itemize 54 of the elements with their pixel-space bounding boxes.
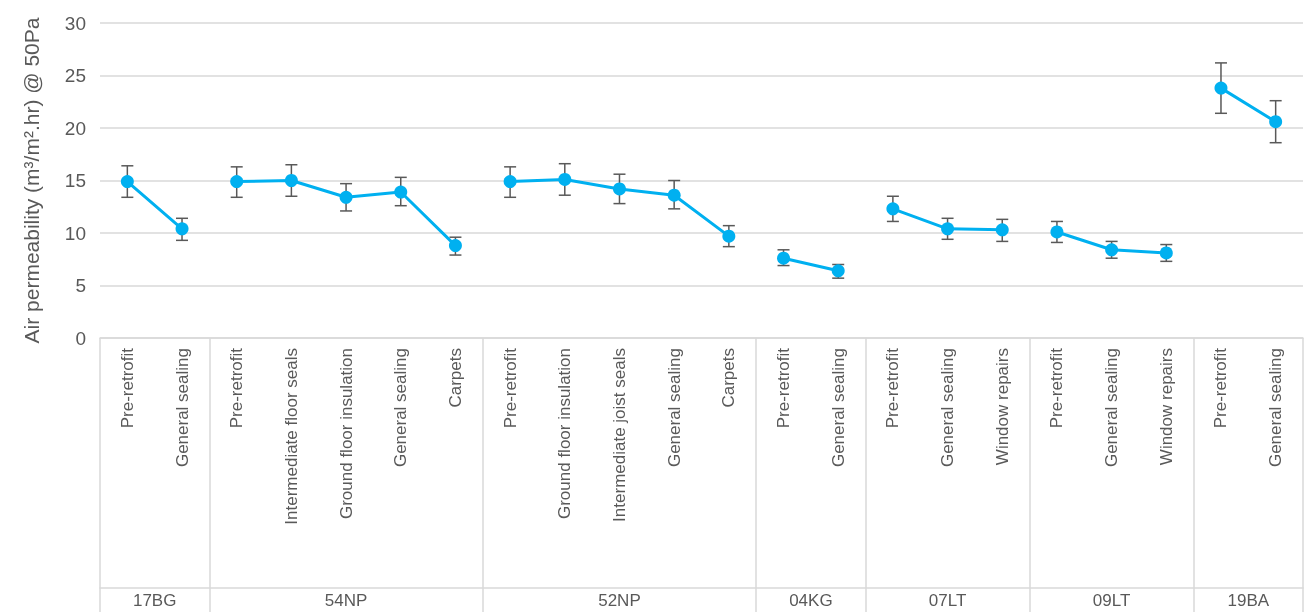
y-tick-label: 15 [64,170,86,191]
x-tick-label: General sealing [828,348,848,468]
point [941,222,955,236]
point [1214,81,1228,95]
y-tick-label: 25 [64,65,86,86]
text: 09LT [1092,590,1131,610]
point [612,182,626,196]
x-tick-label: General sealing [391,348,411,468]
point [230,175,244,189]
x-tick-label: Pre-retrofit [883,347,903,429]
x-tick-label: General sealing [938,348,958,468]
x-tick-label: Window repairs [992,348,1012,466]
text: 04KG [789,590,833,610]
point [995,223,1009,237]
x-tick-label: Carpets [445,348,465,408]
x-tick-label: Pre-retrofit [117,347,137,429]
point [1269,115,1283,129]
point [284,174,298,187]
point [394,185,408,199]
point [339,190,353,204]
point [1050,225,1064,239]
text: 07LT [928,590,967,610]
x-tick-label: Window repairs [1156,348,1176,466]
x-tick-label: General sealing [172,348,192,468]
x-tick-label: Pre-retrofit [1047,347,1067,429]
point [558,172,572,186]
y-tick-label: 30 [64,12,86,34]
point [886,202,900,216]
text: 52NP [598,590,641,610]
y-tick-label: 20 [64,117,86,139]
x-tick-label: Pre-retrofit [500,347,520,429]
point [722,229,736,243]
point [175,222,189,236]
x-tick-label: Carpets [719,348,739,408]
point [120,175,134,189]
y-tick-label: 0 [75,327,86,349]
y-tick-label: 5 [75,275,86,296]
point [667,188,681,202]
x-tick-label: Pre-retrofit [227,347,247,429]
text: 17BG [132,590,177,610]
y-axis-title: Air permeability (m³/m².hr) @ 50Pa [20,17,43,344]
x-tick-label: Intermediate joist seals [609,348,629,522]
x-tick-label: General sealing [664,348,684,468]
text: 19BA [1227,590,1270,610]
x-tick-label: Pre-retrofit [774,347,794,429]
point [503,175,517,189]
x-tick-label: General sealing [1102,348,1122,468]
x-tick-label: Ground floor insulation [336,348,356,520]
x-tick-label: Pre-retrofit [1211,347,1231,429]
text: 54NP [324,590,368,610]
y-tick-label: 10 [64,222,86,244]
x-tick-label: Intermediate floor seals [281,348,301,525]
x-tick-label: Ground floor insulation [555,348,575,520]
x-tick-label: General sealing [1266,348,1286,468]
